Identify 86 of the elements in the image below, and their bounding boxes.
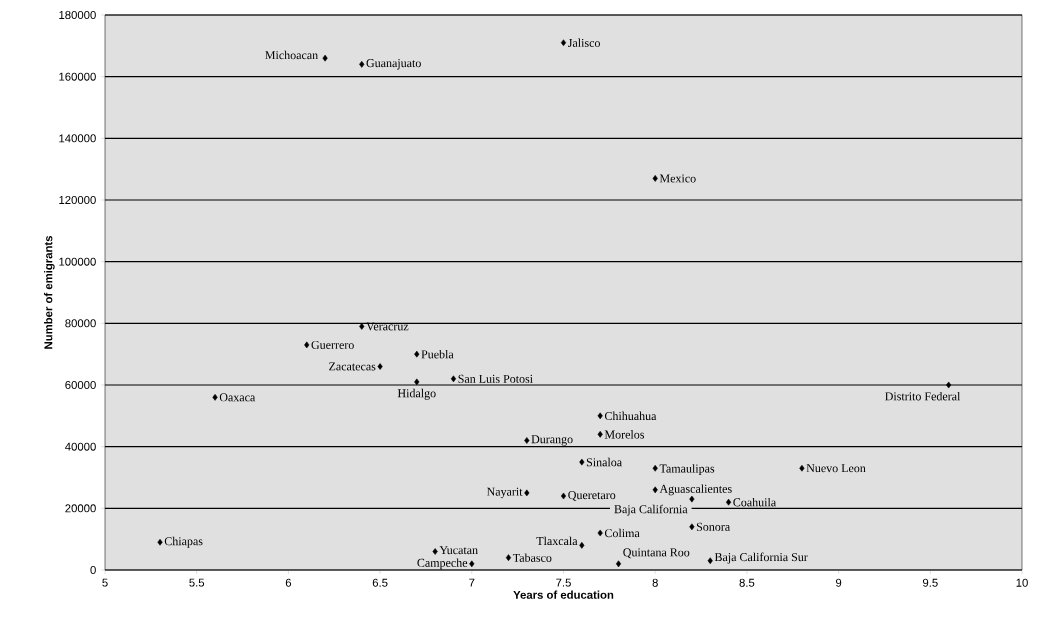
point: [212, 394, 218, 401]
annotation: Oaxaca: [219, 393, 256, 402]
y-tick-label: 120000: [59, 196, 96, 204]
point: [652, 175, 658, 182]
point: [359, 323, 365, 330]
point: [597, 412, 603, 420]
x-tick-label: 6.5: [372, 578, 388, 587]
annotation: Distrito Federal: [885, 391, 961, 401]
point: [432, 548, 438, 555]
point: [505, 554, 512, 562]
annotation: Tlaxcala: [536, 536, 578, 546]
annotation: Zacatecas: [329, 362, 376, 371]
y-tick-label: 160000: [59, 72, 96, 81]
annotation: Sinaloa: [586, 457, 622, 467]
annotation: Tabasco: [512, 553, 552, 562]
point: [359, 60, 365, 68]
point: [946, 381, 952, 389]
annotation: Aguascalientes: [659, 484, 732, 496]
x-tick-label: 9: [835, 578, 842, 587]
annotation: Puebla: [421, 349, 454, 359]
point: [725, 498, 732, 506]
point: [469, 560, 475, 568]
annotation: Morelos: [604, 430, 645, 439]
annotation: Hidalgo: [397, 388, 436, 400]
point: [414, 378, 420, 386]
y-tick-label: 180000: [59, 11, 96, 19]
x-tick-label: 5: [102, 578, 108, 587]
annotation: Veracruz: [366, 322, 409, 331]
point: [579, 542, 585, 549]
annotation: Coahuila: [733, 497, 776, 507]
point: [524, 489, 530, 497]
annotation: Nayarit: [486, 487, 523, 499]
x-tick-label: 9.5: [922, 578, 938, 587]
y-tick-label: 140000: [59, 134, 96, 143]
point: [560, 39, 567, 47]
point: [524, 437, 530, 444]
point: [322, 54, 328, 62]
point: [615, 560, 622, 568]
point: [597, 529, 603, 537]
x-tick-label: 10: [1016, 578, 1028, 587]
annotation: Chiapas: [164, 536, 203, 548]
point: [799, 464, 805, 472]
x-tick-label: 8: [652, 578, 658, 587]
annotation: Chihuahua: [604, 411, 657, 421]
annotation: Campeche: [417, 558, 468, 570]
point: [652, 464, 658, 472]
annotation: Queretaro: [568, 491, 616, 501]
annotation: Yucatan: [439, 546, 478, 555]
annotation: Baja California: [614, 504, 688, 516]
point: [304, 341, 310, 349]
x-tick-label: 5.5: [189, 578, 205, 587]
point: [450, 375, 457, 383]
annotation: Mexico: [659, 174, 696, 183]
point: [652, 486, 658, 494]
annotation: Nuevo Leon: [806, 464, 866, 473]
annotation: Durango: [531, 435, 573, 446]
annotation: Sonora: [696, 522, 730, 531]
x-axis-title: Years of education: [513, 590, 614, 599]
annotation: Quintana Roo: [623, 548, 690, 559]
point: [597, 431, 603, 438]
y-tick-label: 80000: [65, 319, 96, 328]
point: [579, 458, 585, 466]
x-tick-label: 8.5: [739, 578, 755, 587]
point: [689, 523, 695, 531]
y-tick-label: 0: [90, 566, 96, 575]
x-tick-label: 7.5: [556, 578, 571, 587]
annotation: San Luis Potosi: [458, 374, 533, 383]
y-axis-title: Number of emigrants: [44, 235, 55, 349]
y-tick-label: 20000: [65, 504, 96, 513]
x-tick-label: 6: [285, 578, 292, 587]
annotation: Guerrero: [311, 340, 354, 349]
y-tick-label: 40000: [65, 442, 96, 451]
point: [377, 363, 383, 370]
annotation: Baja California Sur: [714, 552, 808, 564]
annotation: Jalisco: [568, 38, 600, 47]
point: [560, 492, 567, 500]
annotation: Tamaulipas: [659, 464, 715, 476]
x-tick-label: 7: [469, 578, 475, 587]
annotation: Colima: [604, 528, 640, 538]
annotation: Michoacan: [265, 50, 318, 60]
y-tick-label: 100000: [59, 257, 96, 266]
y-tick-label: 60000: [65, 381, 96, 390]
point: [157, 538, 163, 546]
point: [414, 350, 420, 358]
annotation: Guanajuato: [366, 59, 421, 70]
point: [707, 557, 713, 565]
